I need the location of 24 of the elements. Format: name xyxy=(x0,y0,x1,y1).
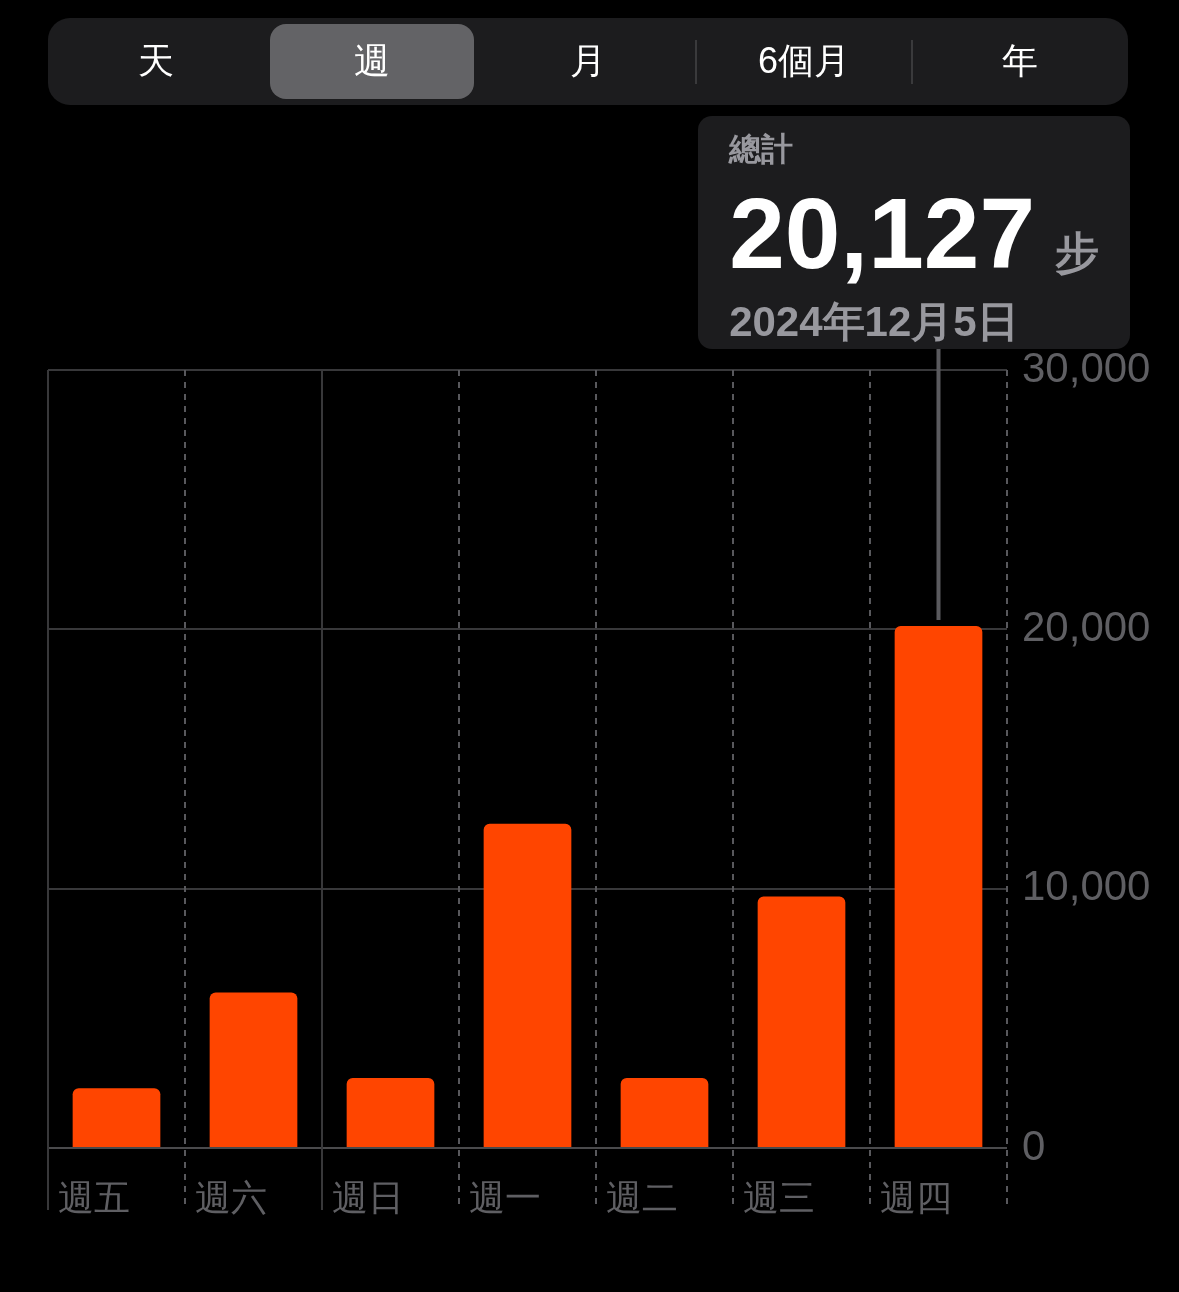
x-tick-label: 週日 xyxy=(332,1176,404,1218)
bar xyxy=(483,823,572,1147)
x-tick-label: 週二 xyxy=(606,1176,678,1218)
bar xyxy=(72,1088,161,1147)
y-tick-label: 30,000 xyxy=(1022,343,1151,391)
selected-tab: 週 xyxy=(270,24,474,99)
y-tick-label: 0 xyxy=(1022,1121,1046,1169)
x-tick-label: 週五 xyxy=(58,1176,130,1218)
bar xyxy=(346,1077,435,1147)
x-tick-label: 週四 xyxy=(880,1176,952,1218)
x-tick-label: 週六 xyxy=(195,1176,267,1218)
y-tick-label: 10,000 xyxy=(1022,862,1151,910)
text: 總計 xyxy=(728,131,794,167)
text: 2024年12月5日 xyxy=(729,298,1019,345)
x-tick-label: 週三 xyxy=(743,1176,815,1218)
segmented-control: 天 週 月 6個月 年 xyxy=(48,18,1128,105)
y-tick-label: 20,000 xyxy=(1022,602,1151,650)
bar xyxy=(209,992,298,1147)
x-tick-label: 週一 xyxy=(469,1176,541,1218)
bar xyxy=(620,1077,709,1147)
text: 步 xyxy=(1055,228,1099,277)
bar xyxy=(894,626,983,1147)
bar xyxy=(757,896,846,1147)
data-label: 20,127 xyxy=(729,177,1035,289)
